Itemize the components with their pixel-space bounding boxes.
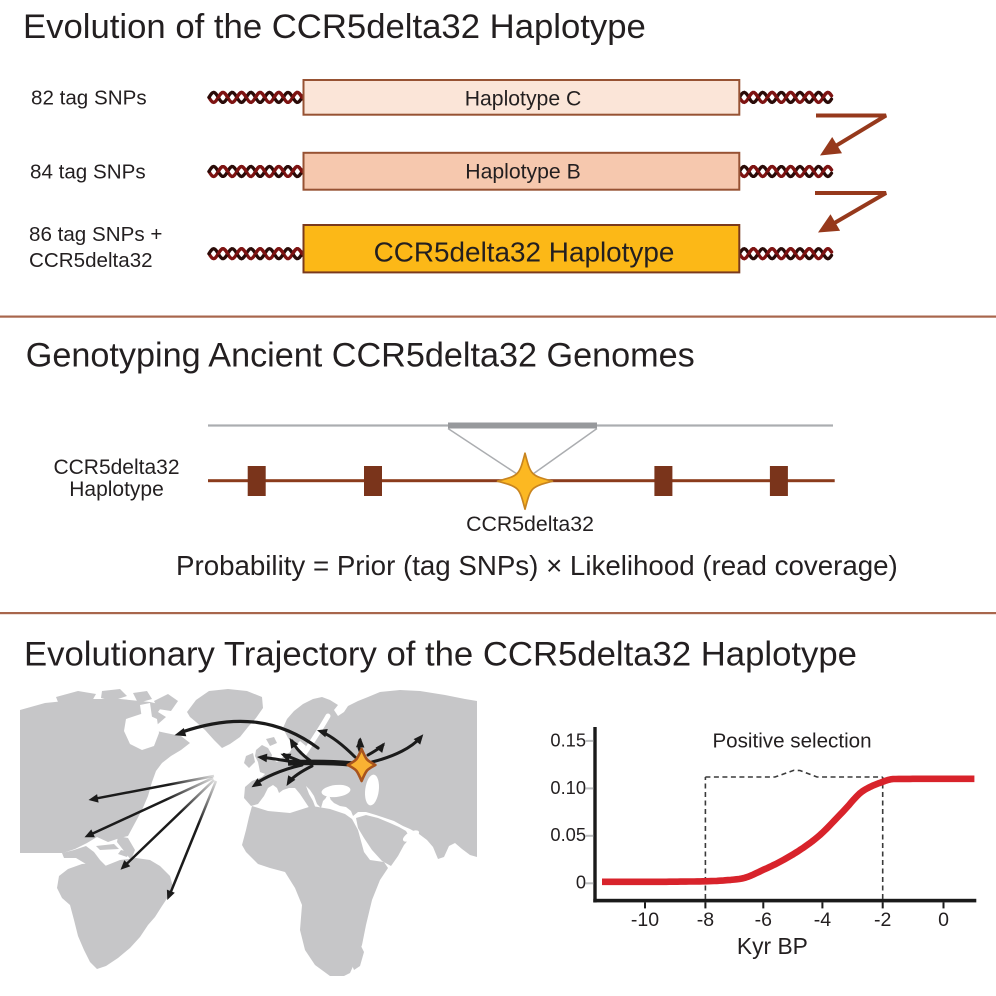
svg-text:CCR5delta32: CCR5delta32 [53, 456, 179, 479]
svg-text:Evolutionary Trajectory of the: Evolutionary Trajectory of the CCR5delta… [24, 636, 857, 674]
svg-text:Genotyping Ancient CCR5delta32: Genotyping Ancient CCR5delta32 Genomes [26, 337, 695, 375]
svg-text:Haplotype: Haplotype [69, 478, 164, 501]
svg-text:86 tag SNPs +: 86 tag SNPs + [29, 223, 162, 246]
svg-text:Positive selection: Positive selection [712, 730, 871, 753]
svg-text:0: 0 [938, 909, 949, 931]
svg-text:Probability = Prior (tag SNPs): Probability = Prior (tag SNPs) × Likelih… [176, 550, 898, 581]
svg-text:Haplotype B: Haplotype B [465, 160, 580, 183]
svg-text:0: 0 [576, 872, 586, 893]
svg-text:CCR5delta32: CCR5delta32 [29, 249, 153, 272]
svg-text:CCR5delta32 Haplotype: CCR5delta32 Haplotype [374, 237, 675, 268]
svg-text:-6: -6 [755, 909, 772, 931]
svg-text:0.05: 0.05 [550, 824, 586, 845]
svg-text:-10: -10 [631, 909, 659, 931]
svg-text:CCR5delta32: CCR5delta32 [466, 512, 594, 536]
svg-text:82 tag SNPs: 82 tag SNPs [31, 86, 147, 109]
svg-text:-4: -4 [814, 909, 831, 931]
svg-text:0.10: 0.10 [550, 777, 586, 798]
svg-text:-2: -2 [874, 909, 891, 931]
svg-text:84 tag SNPs: 84 tag SNPs [30, 160, 146, 183]
svg-text:0.15: 0.15 [550, 729, 586, 750]
svg-text:Kyr BP: Kyr BP [737, 933, 808, 959]
svg-text:Evolution of the CCR5delta32 H: Evolution of the CCR5delta32 Haplotype [23, 8, 646, 46]
svg-text:-8: -8 [697, 909, 714, 931]
svg-text:Haplotype C: Haplotype C [465, 88, 582, 111]
